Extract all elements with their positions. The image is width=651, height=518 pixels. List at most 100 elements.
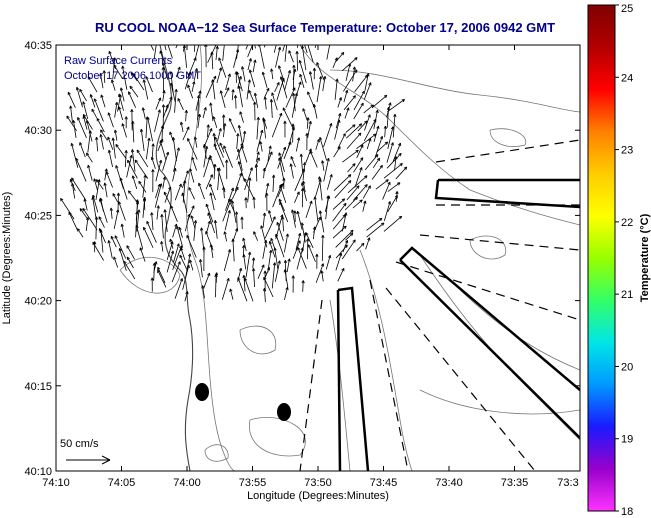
current-vector (223, 187, 225, 199)
current-vector-head (135, 201, 140, 205)
current-vector (203, 144, 207, 159)
current-vector-head (200, 227, 204, 231)
current-vector-head (126, 245, 130, 249)
current-vector (154, 183, 162, 208)
current-vector (115, 144, 127, 160)
current-vector-head (120, 223, 124, 227)
current-vector-head (337, 119, 341, 123)
current-vector-head (254, 163, 259, 168)
current-vector-head (269, 99, 274, 103)
current-vector (241, 145, 248, 163)
current-vector-head (188, 259, 193, 263)
current-vector-head (349, 232, 354, 237)
current-vector-head (368, 138, 372, 142)
current-vector (316, 76, 322, 102)
current-vector-head (213, 163, 217, 168)
current-vector (228, 118, 237, 133)
current-vector-head (201, 285, 205, 289)
current-vector-head (253, 37, 256, 40)
current-vector (182, 192, 188, 213)
x-axis-label: Longitude (Degrees:Minutes) (247, 490, 389, 502)
current-vector-head (242, 254, 246, 258)
current-vector-head (360, 144, 364, 148)
current-vector (151, 212, 154, 230)
current-vector-head (248, 177, 252, 181)
current-vector-head (329, 174, 333, 178)
current-vector-head (160, 125, 165, 129)
current-vector (157, 138, 164, 152)
current-vector (264, 216, 276, 239)
current-vector-head (401, 98, 405, 103)
current-vector (275, 233, 285, 258)
current-vector-head (115, 143, 119, 148)
current-vector-head (95, 179, 100, 183)
current-vector-head (285, 38, 287, 41)
current-vector (362, 200, 366, 212)
current-vector-head (225, 159, 229, 163)
current-vector (278, 65, 285, 83)
current-vector-head (367, 114, 371, 118)
current-vector-head (347, 180, 352, 184)
current-vector-head (343, 225, 347, 230)
current-vector (182, 264, 190, 290)
current-vector (93, 178, 98, 191)
current-vector-head (223, 123, 227, 127)
current-vector (214, 136, 224, 158)
current-vector (267, 145, 271, 162)
current-vector-head (344, 212, 348, 216)
current-vector (315, 139, 320, 150)
current-vector-head (309, 200, 313, 205)
current-vector-head (308, 71, 313, 75)
current-vector-head (186, 264, 190, 269)
current-vector-head (273, 247, 277, 251)
current-vector (337, 133, 346, 149)
current-vector-head (174, 88, 178, 93)
current-vector (155, 183, 161, 199)
current-vector (362, 185, 371, 199)
current-vector (214, 220, 218, 239)
current-vector (271, 262, 276, 289)
current-vector (199, 259, 203, 278)
current-vector-head (130, 109, 134, 113)
current-vector (263, 119, 268, 129)
current-vector-head (268, 145, 272, 149)
current-vector (231, 89, 234, 101)
current-vector-head (193, 136, 198, 140)
current-vector (384, 125, 386, 138)
current-vector-head (119, 177, 123, 181)
current-vector (112, 57, 116, 80)
current-vector (297, 211, 303, 230)
current-vector (71, 183, 76, 199)
current-vector (263, 276, 274, 298)
current-vector (284, 70, 291, 91)
current-vector-head (123, 260, 127, 265)
current-vector (193, 68, 198, 81)
current-vector-head (152, 262, 157, 266)
current-vector-head (236, 148, 241, 153)
current-vector (323, 158, 330, 182)
current-vector-head (170, 250, 175, 254)
current-vector (96, 118, 105, 133)
current-vector-head (318, 136, 323, 141)
current-vector-head (253, 38, 255, 41)
current-vector-head (238, 267, 243, 272)
current-vector-head (71, 177, 75, 181)
current-vector-head (168, 186, 172, 190)
current-vector (237, 76, 242, 89)
current-vector-head (161, 62, 166, 66)
current-vector-head (86, 217, 90, 221)
current-vector (128, 91, 137, 108)
current-vector (342, 149, 359, 163)
current-vector (166, 250, 174, 273)
current-vector (386, 142, 394, 163)
current-vector-head (182, 45, 187, 49)
current-vector-head (169, 238, 173, 243)
current-vector (130, 72, 138, 82)
current-vector (118, 93, 124, 111)
current-vector (126, 256, 134, 269)
current-vector (376, 141, 389, 153)
current-vector-head (305, 232, 309, 236)
x-tick-label: 73:3 (557, 477, 578, 489)
current-vector-head (279, 76, 284, 80)
current-vector (113, 256, 119, 268)
